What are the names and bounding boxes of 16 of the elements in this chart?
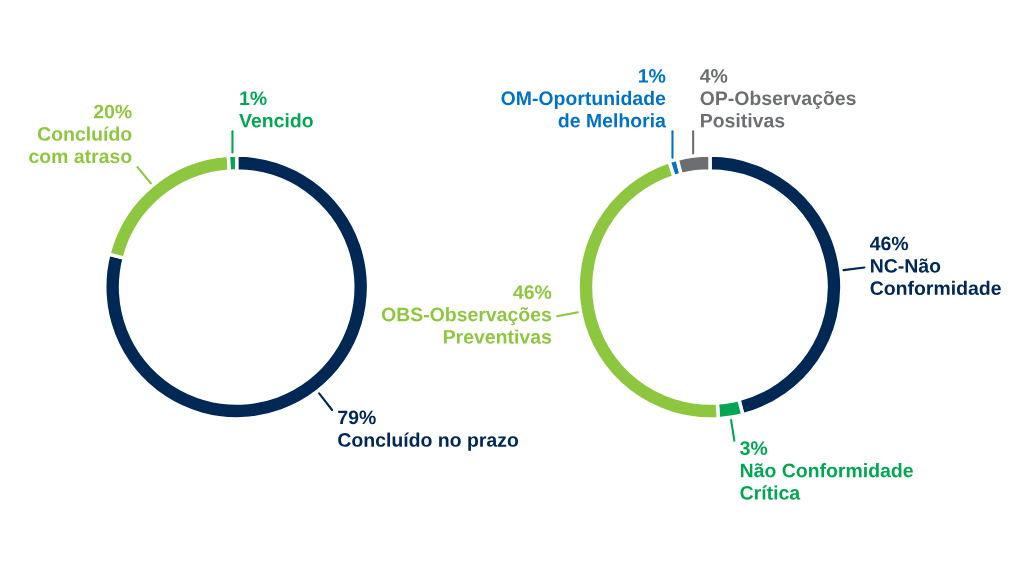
slice-label: OM-Oportunidade de Melhoria — [501, 90, 666, 128]
data-label: 20% — [93, 104, 132, 119]
data-label: 1% — [240, 91, 267, 106]
slice-label: Concluído com atraso — [29, 126, 132, 164]
slice-label: NC-Não Conformidade — [870, 258, 1001, 296]
data-label: 46% — [513, 285, 552, 300]
slice-label: Concluído no prazo — [338, 432, 519, 451]
data-label: 4% — [700, 69, 728, 83]
data-label: 79% — [338, 410, 376, 425]
slice-label: Vencido — [239, 113, 313, 128]
slice-label: OBS-Observações Preventivas — [381, 307, 552, 344]
data-label: 46% — [870, 236, 909, 251]
slice-label: Não Conformidade Crítica — [740, 463, 913, 500]
data-label: 1% — [638, 69, 666, 83]
data-label: 3% — [740, 441, 768, 456]
slice-label: OP-Observações Positivas — [700, 90, 856, 128]
